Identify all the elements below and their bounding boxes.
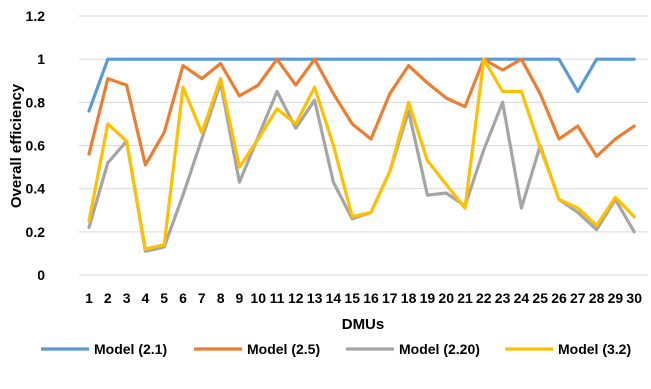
series-line-2 [87, 57, 636, 167]
x-tick-label: 4 [142, 290, 150, 306]
legend-label-3: Model (2.20) [399, 341, 480, 357]
x-tick-label: 28 [589, 290, 605, 306]
x-tick-label: 21 [457, 290, 473, 306]
x-tick-label: 7 [198, 290, 206, 306]
y-tick-label: 0.6 [26, 138, 46, 154]
x-tick-label: 17 [382, 290, 398, 306]
x-tick-label: 22 [476, 290, 492, 306]
x-tick-label: 12 [288, 290, 304, 306]
x-tick-label: 18 [401, 290, 417, 306]
x-tick-label: 27 [570, 290, 586, 306]
legend-label-4: Model (3.2) [558, 341, 631, 357]
x-axis-label: DMUs [342, 316, 385, 333]
x-tick-label: 20 [438, 290, 454, 306]
x-tick-label: 30 [626, 290, 642, 306]
x-tick-label: 25 [532, 290, 548, 306]
series-line-1 [87, 57, 636, 113]
y-tick-label: 1 [37, 51, 45, 67]
x-axis-ticks: 1 2 3 4 5 6 7 8 9 10 11 12 13 14 15 16 17 18 19 20 21 22 23 24 2… [85, 290, 642, 306]
x-tick-label: 13 [307, 290, 323, 306]
x-tick-label: 16 [363, 290, 379, 306]
x-tick-label: 10 [250, 290, 266, 306]
x-tick-label: 19 [420, 290, 436, 306]
y-axis-label: Overall efficiency [8, 83, 25, 208]
y-tick-label: 0 [37, 267, 45, 283]
x-tick-label: 23 [495, 290, 511, 306]
legend-label-2: Model (2.5) [247, 341, 320, 357]
y-axis-ticks: 0 0.2 0.4 0.6 0.8 1 1.2 [26, 8, 46, 283]
series-line-4 [87, 57, 636, 251]
legend-label-1: Model (2.1) [94, 341, 167, 357]
x-tick-label: 1 [85, 290, 93, 306]
x-tick-label: 11 [270, 290, 285, 306]
x-tick-label: 24 [514, 290, 530, 306]
x-tick-label: 29 [608, 290, 624, 306]
y-tick-label: 0.2 [26, 224, 46, 240]
y-tick-label: 0.4 [26, 181, 46, 197]
series-lines [87, 57, 636, 253]
x-tick-label: 9 [236, 290, 244, 306]
x-tick-label: 3 [123, 290, 131, 306]
legend: Model (2.1) Model (2.5) Model (2.20) Model … [41, 341, 631, 357]
y-tick-label: 1.2 [26, 8, 46, 24]
x-tick-label: 15 [344, 290, 360, 306]
x-tick-label: 8 [217, 290, 225, 306]
x-tick-label: 5 [160, 290, 168, 306]
y-tick-label: 0.8 [26, 94, 46, 110]
x-tick-label: 26 [551, 290, 567, 306]
x-tick-label: 6 [179, 290, 187, 306]
x-tick-label: 14 [326, 290, 342, 306]
x-tick-label: 2 [104, 290, 112, 306]
